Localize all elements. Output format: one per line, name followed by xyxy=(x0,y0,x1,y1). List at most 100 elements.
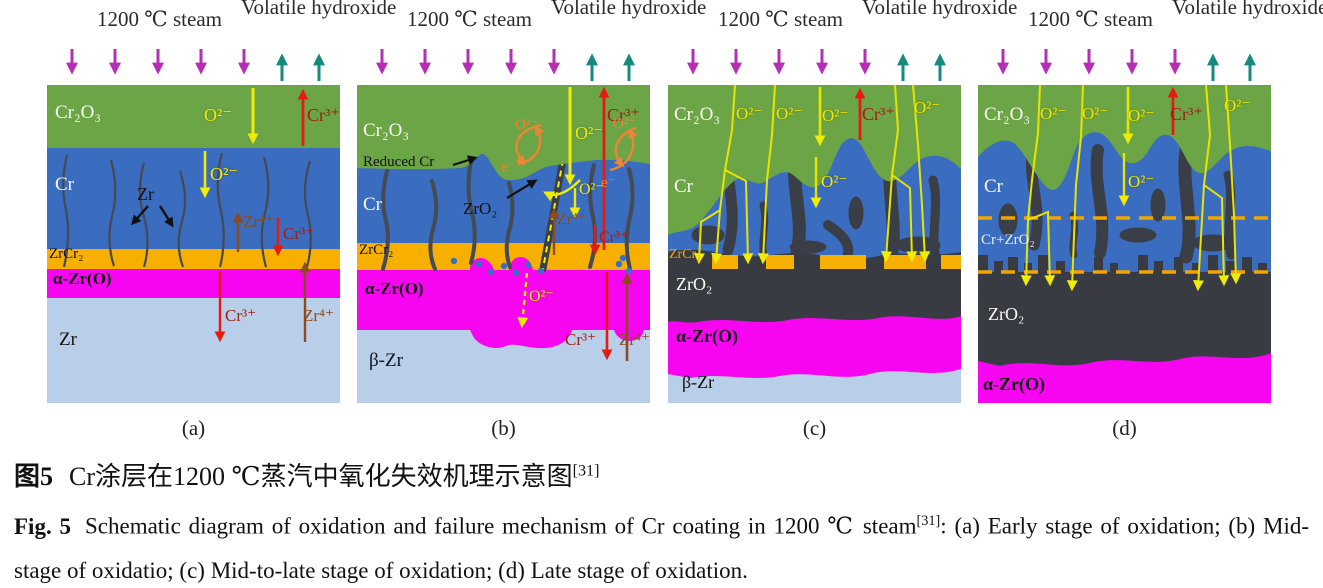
panel-b-tag: (b) xyxy=(491,416,516,440)
volatile-hydroxide-label: Volatile hydroxide xyxy=(862,0,1018,19)
volatile-hydroxide-label: Volatile hydroxide xyxy=(241,0,397,19)
label-o2-ion: O²⁻ xyxy=(1224,96,1251,115)
steam-arrows xyxy=(376,49,560,75)
label-cr3-ion: Cr³⁺ xyxy=(283,224,315,243)
panel-c-graphic xyxy=(668,85,961,403)
ion-arrows xyxy=(199,88,311,343)
label-o2-ion: O²⁻ xyxy=(914,98,941,117)
hydroxide-arrows xyxy=(1207,53,1256,81)
label-o2-ion: O²⁻ xyxy=(579,181,604,198)
steam-label: 1200 ℃ steam xyxy=(718,7,843,31)
label-cr: Cr xyxy=(55,174,74,195)
panel-a-tag: (a) xyxy=(181,416,206,440)
label-o2-ion: O²⁻ xyxy=(515,117,539,133)
label-alpha-zro: α-Zr(O) xyxy=(365,279,424,298)
hydroxide-arrows xyxy=(897,53,946,81)
label-o2-ion: O²⁻ xyxy=(210,164,238,184)
volatile-hydroxide-label: Volatile hydroxide xyxy=(1172,0,1323,19)
alpha-zro-layer xyxy=(47,269,340,298)
steam-arrows xyxy=(997,49,1181,75)
label-cr-zro2-zone: Cr+ZrO₂ xyxy=(981,232,1035,248)
caption-zh-ref: [31] xyxy=(572,462,600,480)
caption-en-tag: Fig. 5 xyxy=(14,513,71,539)
label-o2-ion: O²⁻ xyxy=(1082,104,1109,123)
label-cr3-ion: Cr³⁺ xyxy=(307,105,340,125)
label-zr-substrate: Zr xyxy=(59,329,77,350)
label-beta-zr: β-Zr xyxy=(682,372,715,392)
label-beta-zr: β-Zr xyxy=(369,350,403,371)
steam-arrows xyxy=(66,49,250,75)
steam-label: 1200 ℃ steam xyxy=(97,7,222,31)
label-o2-ion: O²⁻ xyxy=(1040,104,1067,123)
panel-c: 1200 ℃ steam Volatile hydroxide xyxy=(668,0,1017,465)
label-electron: e⁻ xyxy=(601,175,616,191)
label-alpha-zro: α-Zr(O) xyxy=(676,326,739,346)
mixed-zone-crenellation xyxy=(978,255,1267,273)
label-o2-ion: O²⁻ xyxy=(529,288,554,305)
label-cr3-ion: Cr³⁺ xyxy=(607,105,640,125)
panel-d: 1200 ℃ steam Volatile hydroxide xyxy=(978,0,1323,465)
label-o2-ion: O²⁻ xyxy=(1128,172,1155,191)
panel-d-header-arrows xyxy=(997,49,1256,81)
label-cr: Cr xyxy=(984,176,1003,197)
panel-d-tag: (d) xyxy=(1112,416,1137,440)
panel-b-graphic xyxy=(357,85,650,403)
label-alpha-zro: α-Zr(O) xyxy=(53,269,112,288)
label-o2-ion: O²⁻ xyxy=(736,104,763,123)
panel-a: 1200 ℃ steam Volatile hydroxide xyxy=(47,0,396,465)
label-o2-ion: O²⁻ xyxy=(575,123,603,143)
label-reduced-cr: Reduced Cr xyxy=(363,154,435,170)
caption-en: Fig. 5 Schematic diagram of oxidation and… xyxy=(14,499,1309,588)
label-o2-ion: O²⁻ xyxy=(204,105,232,125)
panel-d-graphic xyxy=(978,85,1271,403)
label-zr4-ion: Zr⁴⁺ xyxy=(243,212,274,231)
label-zrcr2: ZrCr₂ xyxy=(669,247,702,262)
volatile-hydroxide-label: Volatile hydroxide xyxy=(551,0,707,19)
label-cr2o3: Cr₂O₃ xyxy=(984,104,1030,125)
label-o2-ion: O²⁻ xyxy=(776,104,803,123)
caption-en-tail: : (a) Early stage of oxidation; (b) Mid-… xyxy=(14,513,1309,583)
panel-b-header-arrows xyxy=(376,49,635,81)
blue-dots xyxy=(450,254,633,277)
zr-pointer-arrows xyxy=(131,205,174,228)
steam-label: 1200 ℃ steam xyxy=(1028,7,1153,31)
label-zr4-ion: Zr⁴⁺ xyxy=(303,306,334,325)
cr2o3-layer xyxy=(668,85,961,235)
alpha-zro-layer xyxy=(357,257,650,349)
hydroxide-arrows xyxy=(276,53,325,81)
label-zrcr2: ZrCr₂ xyxy=(49,246,84,262)
oxygen-transport-paths xyxy=(1020,85,1242,292)
label-o2-ion: O²⁻ xyxy=(822,106,849,125)
caption-en-ref: [31] xyxy=(916,513,941,529)
alpha-zro-layer xyxy=(668,315,961,378)
label-zro2: ZrO₂ xyxy=(463,199,498,218)
panel-a-graphic xyxy=(47,85,340,403)
panel-c-header-arrows xyxy=(687,49,946,81)
label-zro2: ZrO₂ xyxy=(676,274,713,294)
oxygen-transport-paths xyxy=(693,85,931,265)
label-cr3-ion: Cr³⁺ xyxy=(225,306,257,325)
label-o2-ion: O²⁻ xyxy=(1128,106,1155,125)
label-zr4-ion: Zr⁴⁺ xyxy=(619,330,650,349)
panel-c-tag: (c) xyxy=(802,416,827,440)
steam-arrows xyxy=(687,49,871,75)
label-cr2o3: Cr₂O₃ xyxy=(55,102,101,123)
label-o2-ion: O²⁻ xyxy=(613,116,637,132)
label-zr4-ion: Zr⁴⁺ xyxy=(557,211,587,228)
cr-layer xyxy=(47,148,340,249)
label-alpha-zro: α-Zr(O) xyxy=(983,374,1046,394)
label-cr2o3: Cr₂O₃ xyxy=(674,104,720,125)
zro2-layer xyxy=(978,272,1271,366)
label-cr: Cr xyxy=(674,176,693,197)
panel-a-header-arrows xyxy=(66,49,325,81)
caption-zh: 图5 Cr涂层在1200 ℃蒸汽中氧化失效机理示意图[31] xyxy=(14,456,599,493)
label-zrcr2: ZrCr₂ xyxy=(359,242,394,258)
label-o2-ion: O²⁻ xyxy=(821,172,848,191)
label-cr: Cr xyxy=(363,194,382,215)
label-electron: e⁻ xyxy=(501,159,516,175)
zr-diffusion-paths xyxy=(62,152,312,268)
caption-zh-text: Cr涂层在1200 ℃蒸汽中氧化失效机理示意图 xyxy=(69,462,573,491)
ion-arrows xyxy=(452,86,638,361)
label-cr3-ion: Cr³⁺ xyxy=(599,229,629,246)
